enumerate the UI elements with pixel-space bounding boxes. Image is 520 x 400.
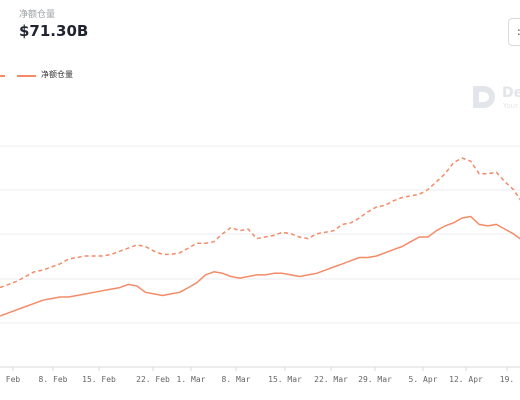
- legend-swatch-solid[interactable]: [17, 75, 36, 77]
- chart-legend: 净额仓量: [0, 68, 200, 84]
- chart-menu-label: :: [517, 25, 520, 38]
- chart-menu-button[interactable]: :: [508, 18, 520, 46]
- x-tick-label: 5. Apr: [409, 375, 438, 384]
- x-tick-label: 8. Mar: [222, 375, 251, 384]
- metric-value: $71.30B: [19, 22, 89, 40]
- x-tick-label: 15. Feb: [82, 375, 116, 384]
- x-tick-label: 22. Feb: [136, 375, 170, 384]
- legend-swatch-dashed[interactable]: [0, 75, 5, 77]
- series-line-solid: [0, 215, 520, 317]
- watermark-logo-icon: [473, 86, 495, 108]
- x-tick-label: 1. Mar: [177, 375, 206, 384]
- x-tick-label: 22. Mar: [314, 375, 348, 384]
- metric-label: 净额仓量: [19, 10, 56, 20]
- x-tick-label: 12. Apr: [449, 375, 483, 384]
- x-tick-label: Feb: [6, 375, 21, 384]
- x-tick-label: 15. Mar: [268, 375, 302, 384]
- x-tick-label: 19.: [500, 375, 514, 384]
- legend-label-solid: 净额仓量: [41, 70, 73, 79]
- watermark-text: De: [502, 85, 520, 101]
- x-tick-label: 8. Feb: [39, 375, 68, 384]
- metric-header: 净额仓量 $71.30B: [19, 10, 88, 40]
- series-line-dashed: [0, 157, 520, 289]
- x-tick-label: 29. Mar: [358, 375, 392, 384]
- watermark-subtext: Your: [503, 102, 518, 110]
